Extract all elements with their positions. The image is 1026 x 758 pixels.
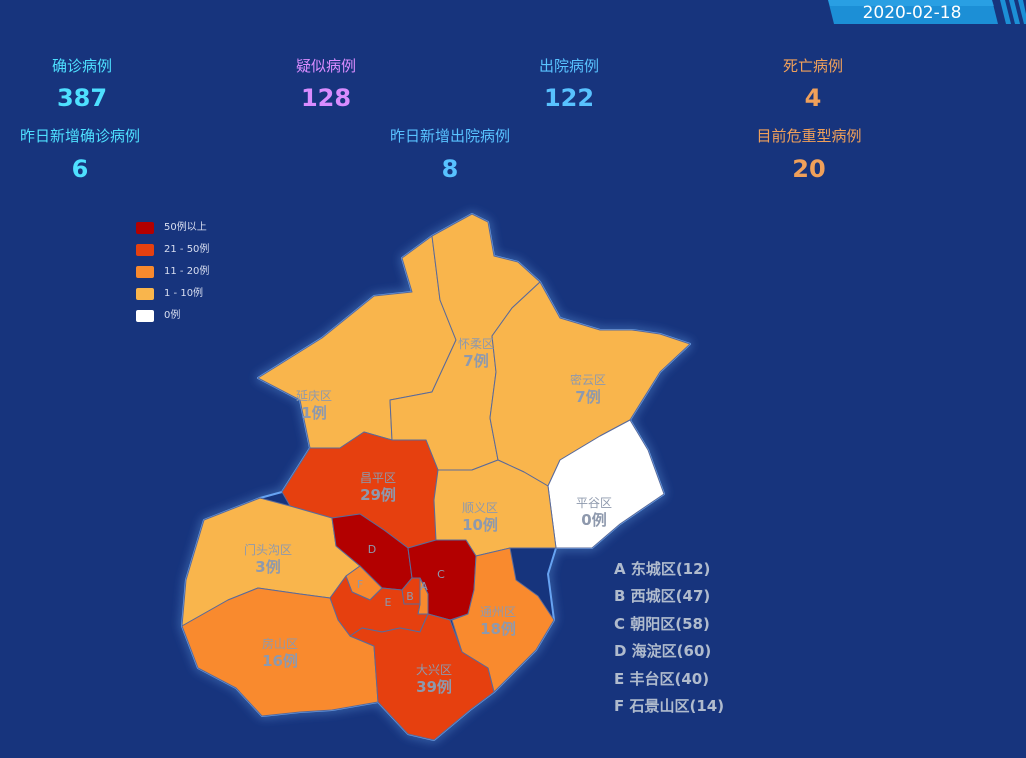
map-code-haidian: D [368,543,376,556]
legend-label: 21 - 50例 [164,244,210,255]
banner-background [828,0,1026,24]
deaths-value: 4 [804,84,822,112]
discharged-value: 122 [543,84,595,112]
district-list-item: B 西城区(47) [614,587,711,606]
district-list-item: C 朝阳区(58) [614,614,710,633]
deaths-label: 死亡病例 [782,57,843,75]
legend-swatch [136,310,154,322]
map-label-shunyi: 顺义区 [462,501,498,515]
legend-swatch [136,288,154,300]
district-daxing[interactable] [349,613,495,741]
map-label-mentougou: 门头沟区 [244,542,292,557]
new-discharged-label: 昨日新增出院病例 [389,127,510,145]
map-code-xicheng: B [406,590,414,603]
map-label-fangshan: 房山区 [262,636,298,651]
district-list-item: A 东城区(12) [614,560,711,578]
legend-item: 1 - 10例 [136,285,256,307]
district-list-item: D 海淀区(60) [614,642,712,661]
new-confirmed-value: 6 [71,155,89,183]
map-count-pinggu: 0例 [581,511,606,529]
legend-item: 21 - 50例 [136,241,256,263]
map-count-fangshan: 16例 [262,652,298,670]
confirmed-value: 387 [56,84,108,112]
legend-swatch [136,244,154,256]
district-list-item: E 丰台区(40) [614,669,710,688]
map-count-huairou: 7例 [463,352,488,370]
discharged-label: 出院病例 [538,57,599,75]
critical-label: 目前危重型病例 [756,127,862,145]
map-code-chaoyang: C [437,568,445,581]
map-count-shunyi: 10例 [462,516,498,534]
map-legend: 50例以上 21 - 50例 11 - 20例 1 - 10例 0例 [136,219,256,329]
district-code-list: A 东城区(12) B 西城区(47) C 朝阳区(58) D 海淀区(60) … [614,558,724,722]
new-discharged-value: 8 [441,155,459,183]
map-label-tongzhou: 通州区 [480,605,516,619]
map-count-daxing: 39例 [416,678,452,696]
legend-swatch [136,222,154,234]
legend-item: 50例以上 [136,219,256,241]
map-label-yanqing: 延庆区 [296,389,332,403]
district-pinggu[interactable] [547,419,665,549]
confirmed-label: 确诊病例 [51,57,112,75]
new-confirmed-label: 昨日新增确诊病例 [19,127,140,145]
map-code-dongcheng: A [420,580,428,593]
legend-label: 50例以上 [164,222,207,233]
map-label-daxing: 大兴区 [416,663,452,677]
legend-swatch [136,266,154,278]
map-label-huairou: 怀柔区 [458,337,494,351]
map-label-miyun: 密云区 [570,372,606,387]
legend-label: 0例 [164,310,181,321]
legend-label: 11 - 20例 [164,266,210,277]
report-date: 2020-02-18 [862,3,962,23]
date-banner: 2020-02-18 [828,0,1026,24]
map-count-mentougou: 3例 [255,558,280,576]
critical-value: 20 [792,155,826,183]
district-shunyi[interactable] [433,459,557,557]
district-list-item: F 石景山区(14) [614,696,725,715]
legend-label: 1 - 10例 [164,288,204,299]
map-label-changping: 昌平区 [360,471,396,485]
suspected-label: 疑似病例 [295,57,356,75]
map-label-pinggu: 平谷区 [576,496,612,510]
legend-item: 11 - 20例 [136,263,256,285]
legend-item: 0例 [136,307,256,329]
map-count-tongzhou: 18例 [480,620,516,638]
map-code-fengtai: E [385,596,392,609]
map-code-shijingshan: F [357,578,363,591]
map-count-changping: 29例 [360,486,396,504]
map-count-miyun: 7例 [575,388,600,406]
map-count-yanqing: 1例 [301,404,326,422]
suspected-value: 128 [300,84,352,112]
